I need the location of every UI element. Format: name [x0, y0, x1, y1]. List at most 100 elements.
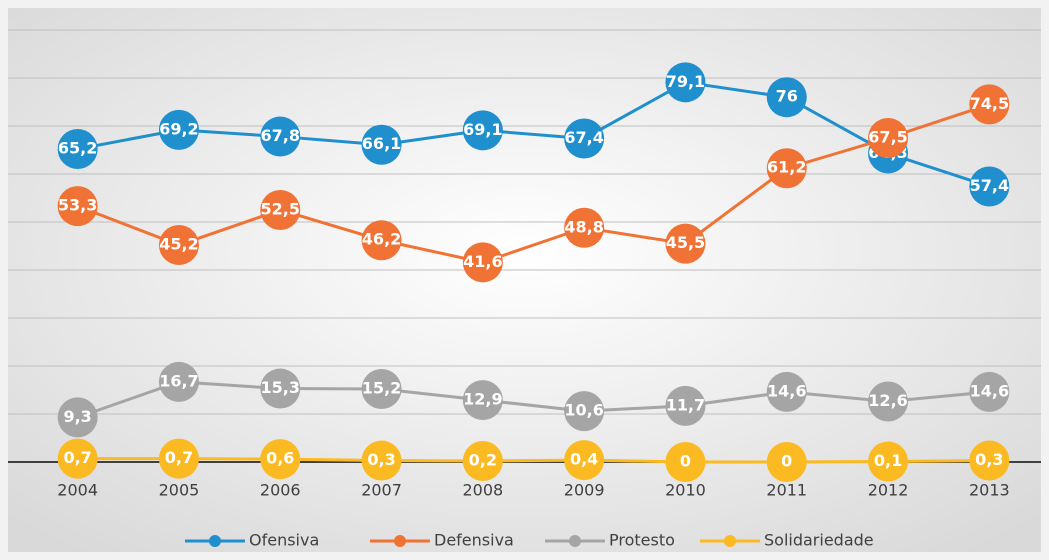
point-marker: [57, 129, 98, 170]
data-label: 0,4: [570, 450, 598, 469]
data-label: 46,2: [362, 230, 401, 249]
legend-marker: [209, 535, 221, 547]
x-tick-label: 2013: [969, 481, 1010, 500]
x-tick-label: 2012: [868, 481, 909, 500]
data-label: 66,1: [362, 134, 401, 153]
data-label: 0,6: [266, 449, 294, 468]
data-label: 0,3: [367, 450, 395, 469]
data-label: 52,5: [261, 200, 300, 219]
point-marker: [462, 441, 503, 482]
point-marker: [868, 118, 909, 158]
point-marker: [564, 391, 605, 432]
data-label: 0: [781, 452, 792, 471]
point-marker: [361, 440, 402, 481]
point-marker: [969, 166, 1010, 207]
point-marker: [665, 385, 706, 426]
x-tick-label: 2010: [665, 481, 706, 500]
point-marker: [260, 116, 301, 157]
x-tick-label: 2007: [361, 481, 402, 500]
point-marker: [158, 361, 199, 402]
point-marker: [766, 148, 807, 189]
data-label: 12,9: [463, 390, 502, 409]
x-tick-label: 2008: [462, 481, 503, 500]
data-label: 65,2: [58, 139, 97, 158]
point-marker: [564, 207, 605, 248]
data-label: 53,3: [58, 196, 97, 215]
data-label: 0,2: [469, 451, 497, 470]
point-marker: [462, 242, 503, 283]
point-marker: [969, 84, 1010, 125]
x-tick-label: 2011: [766, 481, 807, 500]
data-label: 15,2: [362, 379, 401, 398]
legend-marker: [569, 535, 581, 547]
legend-label: Solidariedade: [764, 531, 874, 550]
data-label: 67,8: [261, 126, 300, 145]
data-label: 61,2: [767, 158, 806, 177]
data-label: 45,2: [159, 235, 198, 254]
point-marker: [766, 442, 807, 482]
point-marker: [665, 62, 706, 103]
legend-marker: [724, 535, 736, 547]
data-label: 41,6: [463, 252, 502, 271]
point-marker: [462, 380, 503, 421]
series-line: [77, 80, 990, 188]
point-marker: [361, 220, 402, 261]
x-tick-label: 2004: [57, 481, 98, 500]
data-label: 67,4: [564, 128, 603, 147]
data-label: 76: [776, 87, 798, 106]
data-label: 79,1: [666, 72, 705, 91]
data-label: 0: [680, 452, 691, 471]
point-marker: [158, 109, 199, 150]
x-tick-label: 2006: [260, 481, 301, 500]
point-marker: [766, 371, 807, 412]
point-marker: [665, 442, 706, 482]
data-label: 45,5: [666, 233, 705, 252]
point-marker: [868, 441, 909, 482]
point-marker: [564, 118, 605, 159]
data-label: 14,6: [767, 381, 806, 400]
point-marker: [260, 439, 301, 480]
data-label: 11,7: [666, 395, 705, 414]
legend-marker: [394, 535, 406, 547]
point-marker: [361, 369, 402, 410]
x-tick-label: 2005: [159, 481, 200, 500]
data-label: 12,6: [868, 391, 907, 410]
point-marker: [969, 371, 1010, 412]
data-label: 10,6: [564, 401, 603, 420]
legend-label: Protesto: [609, 531, 675, 550]
point-marker: [361, 124, 402, 165]
point-marker: [260, 368, 301, 409]
legend-label: Ofensiva: [249, 531, 319, 550]
point-marker: [260, 190, 301, 230]
point-marker: [57, 397, 98, 438]
data-label: 9,3: [63, 407, 91, 426]
data-label: 69,1: [463, 120, 502, 139]
point-marker: [57, 186, 98, 227]
point-marker: [462, 110, 503, 151]
data-label: 0,3: [975, 450, 1003, 469]
point-marker: [969, 440, 1010, 481]
data-label: 57,4: [970, 176, 1009, 195]
series-line: [77, 457, 990, 464]
data-label: 69,2: [159, 119, 198, 138]
series-line: [77, 102, 990, 264]
point-marker: [665, 223, 706, 264]
data-label: 74,5: [970, 94, 1009, 113]
x-tick-label: 2009: [564, 481, 605, 500]
series-line: [77, 380, 990, 419]
legend-label: Defensiva: [434, 531, 514, 550]
data-label: 15,3: [261, 378, 300, 397]
data-label: 16,7: [159, 371, 198, 390]
data-label: 0,7: [63, 448, 91, 467]
data-label: 0,7: [165, 448, 193, 467]
data-label: 14,6: [970, 381, 1009, 400]
point-marker: [564, 440, 605, 481]
data-label: 67,5: [868, 128, 907, 147]
point-marker: [868, 381, 909, 422]
point-marker: [766, 77, 807, 118]
point-marker: [158, 225, 199, 266]
data-label: 0,1: [874, 451, 902, 470]
data-label: 48,8: [564, 217, 603, 236]
point-marker: [57, 438, 98, 479]
